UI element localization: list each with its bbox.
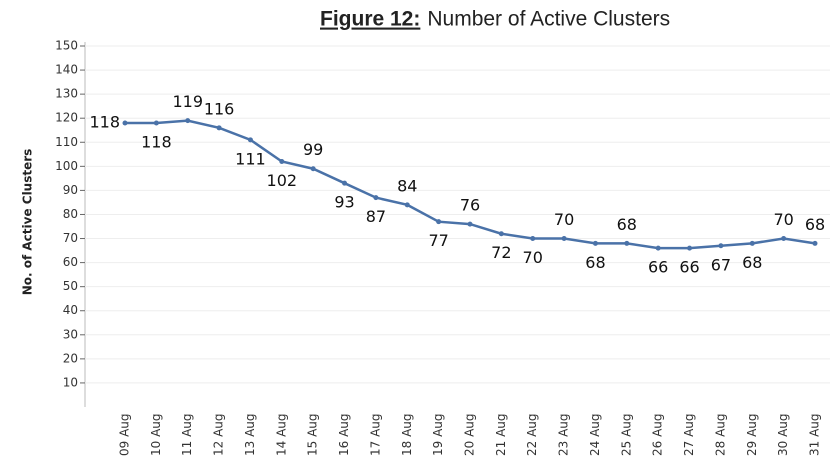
y-tick-label: 100 xyxy=(55,159,78,173)
x-tick-label: 20 Aug xyxy=(463,413,477,456)
point xyxy=(655,245,661,251)
point xyxy=(373,195,379,201)
point xyxy=(185,118,191,124)
y-tick-label: 150 xyxy=(55,39,78,53)
value-label: 118 xyxy=(89,113,120,132)
x-tick-label: 24 Aug xyxy=(588,413,602,456)
x-tick-label: 30 Aug xyxy=(776,413,790,456)
point xyxy=(812,240,818,246)
y-tick-label: 60 xyxy=(63,255,78,269)
y-axis-label: No. of Active Clusters xyxy=(21,149,35,296)
value-label: 102 xyxy=(267,171,298,190)
point xyxy=(530,236,536,242)
y-tick-label: 120 xyxy=(55,111,78,125)
point xyxy=(592,240,598,246)
value-label: 68 xyxy=(805,215,825,234)
value-label: 118 xyxy=(141,133,172,152)
value-label: 99 xyxy=(303,140,323,159)
x-tick-label: 12 Aug xyxy=(212,413,226,456)
y-tick-label: 80 xyxy=(63,207,78,221)
value-label: 119 xyxy=(172,92,203,111)
x-tick-label: 29 Aug xyxy=(745,413,759,456)
point xyxy=(781,236,787,242)
point xyxy=(404,202,410,208)
point xyxy=(310,166,316,172)
point xyxy=(687,245,693,251)
x-tick-label: 18 Aug xyxy=(400,413,414,456)
y-tick-label: 40 xyxy=(63,303,78,317)
x-tick-label: 13 Aug xyxy=(243,413,257,456)
y-tick-label: 20 xyxy=(63,351,78,365)
value-label: 116 xyxy=(204,99,235,118)
y-tick-label: 90 xyxy=(63,183,78,197)
value-label: 66 xyxy=(648,258,668,277)
point xyxy=(122,120,128,126)
x-tick-label: 28 Aug xyxy=(713,413,727,456)
x-tick-label: 15 Aug xyxy=(306,413,320,456)
x-tick-label: 22 Aug xyxy=(525,413,539,456)
value-label: 76 xyxy=(460,196,480,215)
x-tick-label: 23 Aug xyxy=(557,413,571,456)
point xyxy=(153,120,159,126)
x-tick-label: 27 Aug xyxy=(682,413,696,456)
chart-title: Number of Active Clusters xyxy=(427,8,670,31)
x-tick-label: 16 Aug xyxy=(337,413,351,456)
y-tick-label: 30 xyxy=(63,327,78,341)
x-tick-label: 25 Aug xyxy=(619,413,633,456)
value-label: 77 xyxy=(428,231,448,250)
y-tick-label: 70 xyxy=(63,231,78,245)
value-label: 70 xyxy=(554,210,574,229)
point xyxy=(342,180,348,186)
x-tick-label: 31 Aug xyxy=(808,413,822,456)
value-label: 68 xyxy=(742,253,762,272)
value-label: 111 xyxy=(235,149,266,168)
y-tick-label: 140 xyxy=(55,63,78,77)
point xyxy=(279,159,285,165)
y-tick-label: 50 xyxy=(63,279,78,293)
point xyxy=(498,231,504,237)
value-label: 93 xyxy=(334,193,354,212)
point xyxy=(436,219,442,225)
point xyxy=(247,137,253,143)
figure-label: Figure 12: xyxy=(320,8,420,31)
y-tick-label: 10 xyxy=(63,375,78,389)
x-tick-label: 10 Aug xyxy=(149,413,163,456)
x-tick-label: 14 Aug xyxy=(274,413,288,456)
x-tick-label: 09 Aug xyxy=(118,413,132,456)
y-tick-label: 130 xyxy=(55,87,78,101)
value-label: 84 xyxy=(397,176,417,195)
value-label: 68 xyxy=(617,215,637,234)
value-label: 70 xyxy=(773,210,793,229)
point xyxy=(216,125,222,131)
value-label: 66 xyxy=(679,258,699,277)
point xyxy=(749,240,755,246)
x-tick-label: 19 Aug xyxy=(431,413,445,456)
line xyxy=(125,119,816,250)
x-tick-label: 11 Aug xyxy=(180,413,194,456)
x-tick-label: 21 Aug xyxy=(494,413,508,456)
point xyxy=(624,240,630,246)
point xyxy=(718,243,724,249)
point xyxy=(467,221,473,227)
value-label: 70 xyxy=(523,248,543,267)
value-label: 72 xyxy=(491,243,511,262)
x-tick-label: 17 Aug xyxy=(368,413,382,456)
value-label: 68 xyxy=(585,253,605,272)
value-label: 67 xyxy=(711,255,731,274)
y-tick-label: 110 xyxy=(55,135,78,149)
value-label: 87 xyxy=(366,207,386,226)
x-tick-label: 26 Aug xyxy=(651,413,665,456)
point xyxy=(561,236,567,242)
